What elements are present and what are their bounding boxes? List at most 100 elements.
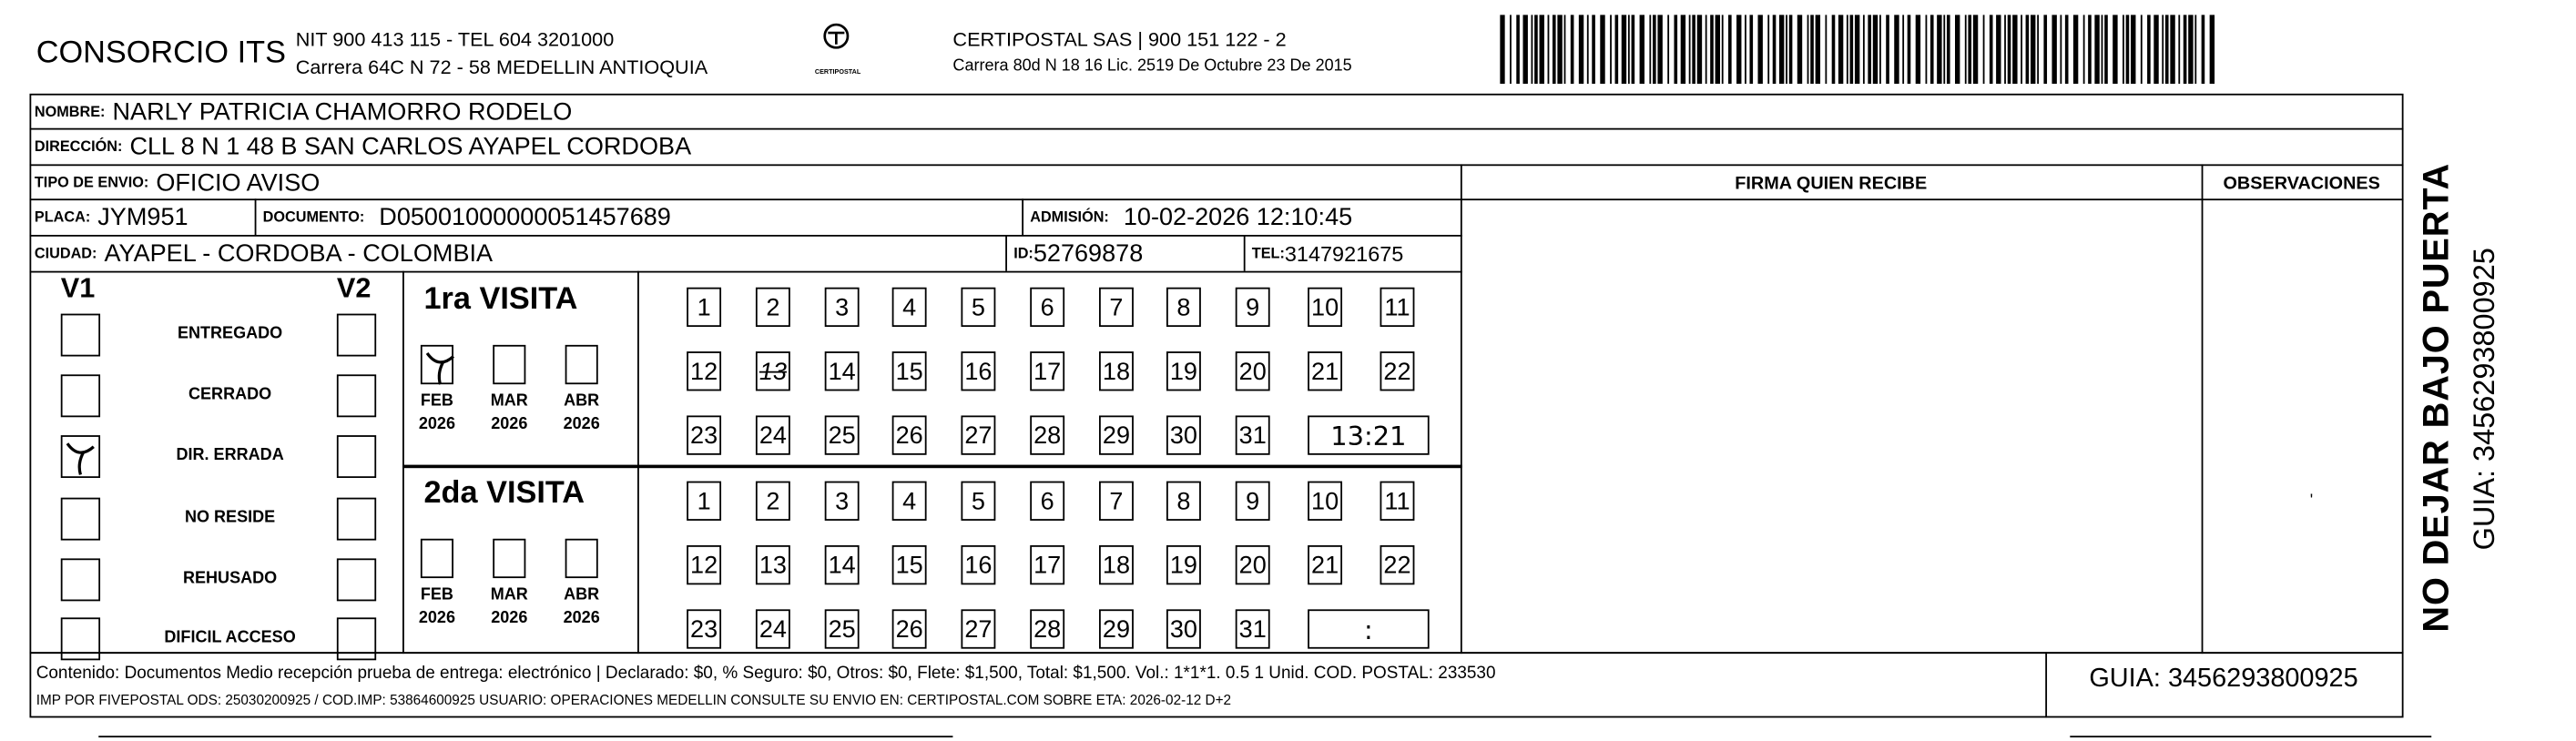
day-box[interactable]: 31 [1235, 609, 1270, 649]
barcode-bar [1831, 15, 1836, 85]
barcode-bar [2030, 15, 2036, 85]
v1-checkbox[interactable] [60, 558, 101, 602]
day-box[interactable]: 23 [687, 609, 722, 649]
day-box[interactable]: 24 [755, 415, 790, 455]
day-box[interactable]: 17 [1030, 351, 1065, 391]
observaciones-area[interactable] [2203, 200, 2401, 652]
day-box[interactable]: 30 [1166, 415, 1201, 455]
day-box[interactable]: 7 [1099, 287, 1134, 328]
day-box[interactable]: 22 [1380, 544, 1415, 585]
day-box[interactable]: 5 [961, 287, 996, 328]
day-box[interactable]: 8 [1166, 287, 1201, 328]
v1-checkbox[interactable] [60, 497, 101, 541]
day-box[interactable]: 11 [1380, 481, 1415, 521]
day-box[interactable]: 1 [687, 481, 722, 521]
day-box[interactable]: 27 [961, 609, 996, 649]
day-number: 13 [759, 551, 787, 579]
day-box[interactable]: 8 [1166, 481, 1201, 521]
v2-checkbox[interactable] [336, 313, 377, 357]
day-number: 29 [1102, 614, 1131, 644]
month-checkbox[interactable] [420, 538, 453, 579]
v1-checkbox[interactable] [60, 435, 101, 479]
day-box[interactable]: 20 [1235, 544, 1270, 585]
day-box[interactable]: 26 [891, 609, 927, 649]
v1-checkbox[interactable] [60, 313, 101, 357]
day-box[interactable]: 3 [824, 287, 860, 328]
v1-checkbox[interactable] [60, 617, 101, 661]
v2-checkbox[interactable] [336, 617, 377, 661]
v1-header: V1 [60, 272, 96, 304]
v2-checkbox[interactable] [336, 435, 377, 479]
day-box[interactable]: 3 [824, 481, 860, 521]
barcode-bar [1886, 15, 1889, 85]
day-box[interactable]: 2 [755, 287, 790, 328]
day-box[interactable]: 18 [1099, 544, 1134, 585]
day-box[interactable]: 31 [1235, 415, 1270, 455]
barcode-bar [1696, 15, 1703, 85]
signature-area[interactable] [1462, 200, 2200, 652]
time-box[interactable]: 13:21 [1308, 415, 1430, 455]
day-box[interactable]: 19 [1166, 544, 1201, 585]
day-box[interactable]: 21 [1308, 544, 1343, 585]
v1-checkbox[interactable] [60, 374, 101, 418]
day-box[interactable]: 6 [1030, 481, 1065, 521]
day-box[interactable]: 14 [824, 351, 860, 391]
day-box[interactable]: 28 [1030, 609, 1065, 649]
day-box[interactable]: 22 [1380, 351, 1415, 391]
day-box[interactable]: 5 [961, 481, 996, 521]
day-box[interactable]: 1 [687, 287, 722, 328]
barcode-bar [1849, 15, 1854, 85]
day-box[interactable]: 2 [755, 481, 790, 521]
day-box[interactable]: 29 [1099, 609, 1134, 649]
day-box[interactable]: 15 [891, 351, 927, 391]
month-checkbox[interactable] [565, 538, 598, 579]
day-box[interactable]: 14 [824, 544, 860, 585]
day-box[interactable]: 4 [891, 481, 927, 521]
day-box[interactable]: 13 [755, 544, 790, 585]
day-box[interactable]: 23 [687, 415, 722, 455]
day-box[interactable]: 26 [891, 415, 927, 455]
day-box[interactable]: 13 [755, 351, 790, 391]
month-checkbox[interactable] [493, 538, 526, 579]
time-box[interactable]: : [1308, 609, 1430, 649]
day-box[interactable]: 16 [961, 544, 996, 585]
day-box[interactable]: 9 [1235, 481, 1270, 521]
month-checkbox[interactable] [493, 344, 526, 385]
day-box[interactable]: 7 [1099, 481, 1134, 521]
day-box[interactable]: 15 [891, 544, 927, 585]
day-box[interactable]: 11 [1380, 287, 1415, 328]
v2-checkbox[interactable] [336, 558, 377, 602]
day-box[interactable]: 21 [1308, 351, 1343, 391]
day-box[interactable]: 29 [1099, 415, 1134, 455]
v2-checkbox[interactable] [336, 497, 377, 541]
v2-checkbox[interactable] [336, 374, 377, 418]
month-checkbox[interactable] [565, 344, 598, 385]
day-box[interactable]: 19 [1166, 351, 1201, 391]
day-box[interactable]: 28 [1030, 415, 1065, 455]
day-box[interactable]: 16 [961, 351, 996, 391]
barcode-bar [2201, 15, 2205, 85]
day-number: 12 [690, 357, 718, 386]
day-box[interactable]: 20 [1235, 351, 1270, 391]
day-box[interactable]: 12 [687, 351, 722, 391]
barcode-bar [1715, 15, 1720, 85]
day-box[interactable]: 24 [755, 609, 790, 649]
day-box[interactable]: 25 [824, 415, 860, 455]
day-box[interactable]: 17 [1030, 544, 1065, 585]
barcode-bar [1592, 15, 1595, 85]
day-box[interactable]: 6 [1030, 287, 1065, 328]
day-box[interactable]: 9 [1235, 287, 1270, 328]
day-box[interactable]: 25 [824, 609, 860, 649]
day-box[interactable]: 27 [961, 415, 996, 455]
day-box[interactable]: 10 [1308, 481, 1343, 521]
day-box[interactable]: 10 [1308, 287, 1343, 328]
day-number: 28 [1033, 421, 1062, 450]
day-box[interactable]: 18 [1099, 351, 1134, 391]
barcode-bar [2094, 15, 2100, 85]
barcode-bar [1964, 15, 1967, 85]
day-box[interactable]: 30 [1166, 609, 1201, 649]
day-box[interactable]: 4 [891, 287, 927, 328]
month-checkbox[interactable] [420, 344, 455, 385]
direccion-row: DIRECCIÓN: CLL 8 N 1 48 B SAN CARLOS AYA… [34, 132, 692, 160]
day-box[interactable]: 12 [687, 544, 722, 585]
